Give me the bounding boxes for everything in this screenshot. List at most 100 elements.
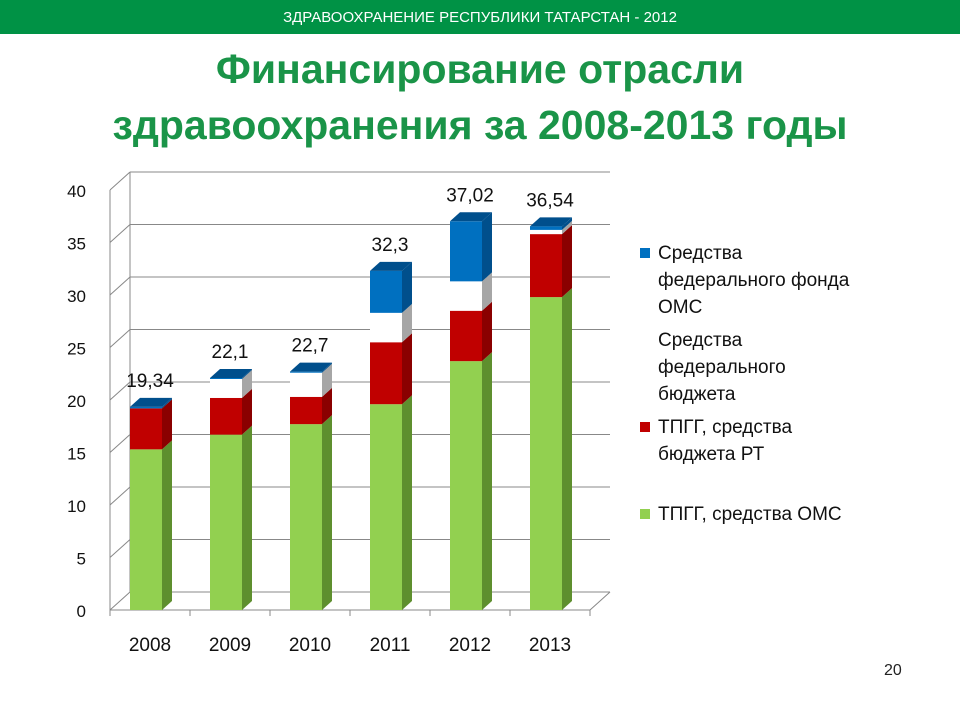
bar-segment (210, 379, 242, 398)
x-tick-label: 2008 (129, 635, 171, 656)
x-tick-label: 2012 (449, 635, 491, 656)
bar-segment-side (482, 272, 492, 311)
bar-segment-side (482, 352, 492, 610)
chart-title-line2: здравоохранения за 2008-2013 годы (112, 102, 848, 148)
bar-segment-side (322, 387, 332, 425)
y-tick-label: 30 (67, 287, 86, 306)
gridline-side (109, 539, 131, 558)
legend-text: Средства (658, 243, 743, 264)
bar-segment-side (242, 368, 252, 379)
x-tick-label: 2009 (209, 635, 251, 656)
bar-segment (450, 221, 482, 282)
bar-segment (210, 434, 242, 610)
bar-segment-side (242, 425, 252, 610)
total-label: 22,7 (292, 336, 329, 357)
gridline-side (109, 171, 131, 191)
legend-text: федерального (658, 357, 786, 378)
bar-segment-side (402, 261, 412, 313)
bar-segment-side (162, 399, 172, 450)
y-tick-label: 35 (67, 235, 86, 254)
total-label: 36,54 (526, 190, 574, 211)
bar-segment (530, 226, 562, 230)
bar-segment (370, 270, 402, 313)
legend-marker (640, 422, 650, 432)
bar-segment-side (482, 212, 492, 282)
gridline-side (109, 591, 131, 611)
bar-segment (450, 310, 482, 362)
legend-text: федерального фонда (658, 270, 850, 291)
x-tick-label: 2013 (529, 635, 571, 656)
total-label: 19,34 (126, 371, 174, 392)
bar-top (130, 397, 172, 407)
bar-segment (130, 406, 162, 409)
bar-top (370, 261, 412, 271)
bar-segment (530, 229, 562, 235)
bar-segment (450, 361, 482, 610)
bar-segment (370, 312, 402, 343)
legend-text: Средства (658, 330, 743, 351)
bar-top (290, 362, 332, 372)
legend-text: бюджета (658, 384, 736, 405)
bar-segment-side (562, 217, 572, 230)
y-tick-label: 10 (67, 497, 86, 516)
legend-marker (640, 509, 650, 519)
bar-segment (210, 377, 242, 379)
bar-segment-side (482, 301, 492, 362)
bar-segment (210, 397, 242, 435)
bar-segment (290, 372, 322, 397)
bar-segment (290, 424, 322, 610)
bar-segment-side (322, 415, 332, 610)
y-tick-label: 25 (67, 340, 86, 359)
bar-segment-side (402, 333, 412, 405)
bar-segment (370, 342, 402, 405)
bar-segment-side (162, 440, 172, 610)
legend-item-federal-oms: Средства федерального фонда ОМС (640, 240, 940, 321)
bar-segment-side (562, 288, 572, 610)
bar-top (210, 368, 252, 378)
legend-text: ТПГГ, средства (658, 417, 793, 438)
legend-text: ТПГГ, средства ОМС (658, 504, 842, 525)
bar-segment (370, 404, 402, 610)
total-label: 37,02 (446, 185, 494, 206)
legend-text: ОМС (658, 297, 703, 318)
gridline-side (109, 381, 131, 401)
bar-segment-side (402, 303, 412, 343)
y-tick-label: 20 (67, 392, 86, 411)
bar-top (450, 212, 492, 222)
floor-edge (589, 591, 611, 611)
x-tick-label: 2011 (370, 635, 411, 656)
legend-item-rt-budget: ТПГГ, средства бюджета РТ (640, 414, 940, 468)
x-tick-label: 2010 (289, 635, 331, 656)
bar-segment-side (562, 220, 572, 235)
bar-segment-side (562, 225, 572, 298)
bar-segment (290, 371, 322, 373)
legend-item-oms: ТПГГ, средства ОМС (640, 501, 940, 528)
legend: Средства федерального фонда ОМС Средства… (640, 240, 940, 528)
chart-title-line1: Финансирование отрасли (215, 46, 745, 92)
gridline-side (109, 434, 131, 453)
bar-segment (530, 297, 562, 610)
bar-segment (130, 408, 162, 450)
page-number: 20 (884, 662, 902, 679)
legend-marker (640, 248, 650, 258)
bar-segment (290, 396, 322, 425)
legend-item-federal-budget: Средства федерального бюджета (640, 327, 940, 408)
bar-segment (130, 449, 162, 610)
header-banner: ЗДРАВООХРАНЕНИЕ РЕСПУБЛИКИ ТАТАРСТАН - 2… (0, 0, 960, 34)
legend-text: бюджета РТ (658, 444, 765, 465)
bar-segment-side (402, 395, 412, 610)
y-tick-label: 15 (67, 445, 86, 464)
gridline-side (109, 276, 131, 296)
gridline-side (109, 486, 131, 506)
total-label: 22,1 (212, 342, 249, 363)
bar-segment-side (322, 363, 332, 397)
bar-segment-side (162, 397, 172, 409)
bar-segment (530, 234, 562, 298)
y-tick-label: 5 (77, 550, 86, 569)
y-tick-label: 0 (77, 602, 86, 621)
bar-segment-side (322, 362, 332, 373)
total-label: 32,3 (372, 235, 409, 256)
bar-segment-side (242, 388, 252, 435)
bar-segment (450, 281, 482, 311)
